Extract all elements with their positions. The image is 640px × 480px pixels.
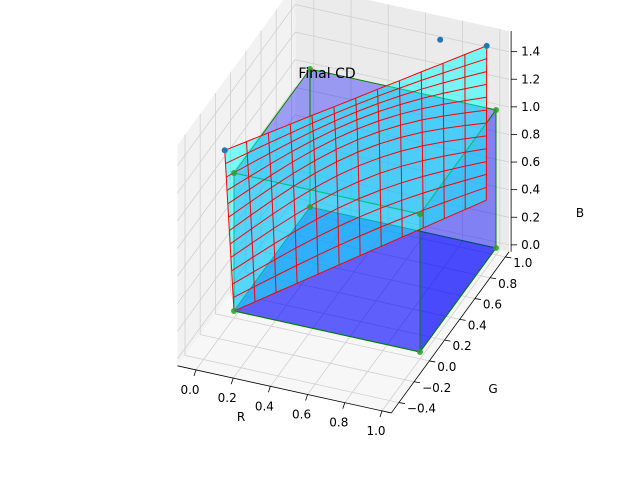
grid-line-y <box>214 93 430 362</box>
y-tick-label: −0.4 <box>407 402 436 416</box>
x-tick-mark <box>268 386 271 393</box>
boundary-point <box>437 36 444 43</box>
grid-line-y <box>184 134 399 403</box>
x-tick-label: 0.6 <box>292 408 311 422</box>
cyan-surface <box>224 45 487 312</box>
y-tick-label: 0.2 <box>453 339 472 353</box>
z-tick-label: 0.4 <box>521 183 540 197</box>
z-tick-label: 1.4 <box>521 45 540 59</box>
y-axis-line <box>390 251 510 414</box>
z-axis-label: B <box>576 206 584 220</box>
z-tick-label: 1.0 <box>521 100 540 114</box>
z-tick-label: 0.0 <box>521 238 540 252</box>
corner-point <box>307 66 313 72</box>
x-tick-mark <box>379 410 383 418</box>
boundary-point <box>483 42 490 49</box>
y-tick-label: 0.8 <box>498 277 517 291</box>
y-tick-label: −0.2 <box>422 381 451 395</box>
cyan-surface-patch <box>224 45 487 312</box>
x-tick-mark <box>305 394 308 401</box>
x-tick-label: 0.4 <box>255 399 274 413</box>
grid-line-y <box>199 113 415 383</box>
x-tick-label: 0.0 <box>180 383 199 397</box>
scatter-points <box>221 36 499 355</box>
y-tick-label: 0.6 <box>483 298 502 312</box>
chart-title: Final CD <box>298 66 355 82</box>
red-wireframe <box>224 45 488 312</box>
x-axis-line <box>177 365 392 414</box>
z-tick-label: 0.8 <box>521 127 540 141</box>
y-axis-label: G <box>488 382 497 396</box>
corner-point <box>493 245 499 251</box>
y-tick-label: 1.0 <box>513 256 532 270</box>
y-tick-mark <box>444 339 451 342</box>
y-tick-mark <box>398 402 405 404</box>
axis-lines <box>177 30 512 414</box>
y-tick-label: 0.4 <box>468 318 487 332</box>
corner-point <box>231 170 237 176</box>
x-tick-label: 0.2 <box>218 391 237 405</box>
y-tick-mark <box>429 360 436 363</box>
x-axis-label: R <box>237 410 245 424</box>
x-tick-label: 1.0 <box>366 424 385 438</box>
corner-point <box>231 308 237 314</box>
wireframe-line <box>442 63 445 219</box>
x-tick-mark <box>342 402 346 409</box>
x-tick-label: 0.8 <box>329 416 348 430</box>
wireframe-line <box>225 58 487 165</box>
z-tick-label: 0.2 <box>521 210 540 224</box>
z-tick-label: 0.6 <box>521 155 540 169</box>
boundary-point <box>221 147 228 154</box>
y-tick-mark <box>474 298 481 300</box>
z-tick-label: 1.2 <box>521 72 540 86</box>
x-tick-mark <box>230 377 234 385</box>
wireframe-line <box>224 45 487 151</box>
y-tick-mark <box>505 256 512 259</box>
corner-point <box>417 349 423 355</box>
grid-line-x <box>381 28 501 412</box>
y-tick-mark <box>490 277 497 280</box>
corner-point <box>417 211 423 217</box>
corner-point <box>493 107 499 113</box>
grid-lines <box>177 0 510 412</box>
x-tick-mark <box>193 369 197 377</box>
tick-labels: 0.0 0.2 0.4 0.6 0.8 1.0 −0.4 −0.2 0.0 0.2 0.4 0.6 0.… <box>180 45 540 438</box>
grid-line-y <box>230 72 445 341</box>
y-tick-label: 0.0 <box>437 360 456 374</box>
grid-line-z <box>177 4 510 166</box>
corner-point <box>307 204 313 210</box>
grid-line-z <box>177 31 510 194</box>
y-tick-mark <box>414 381 421 384</box>
y-tick-mark <box>459 318 466 321</box>
